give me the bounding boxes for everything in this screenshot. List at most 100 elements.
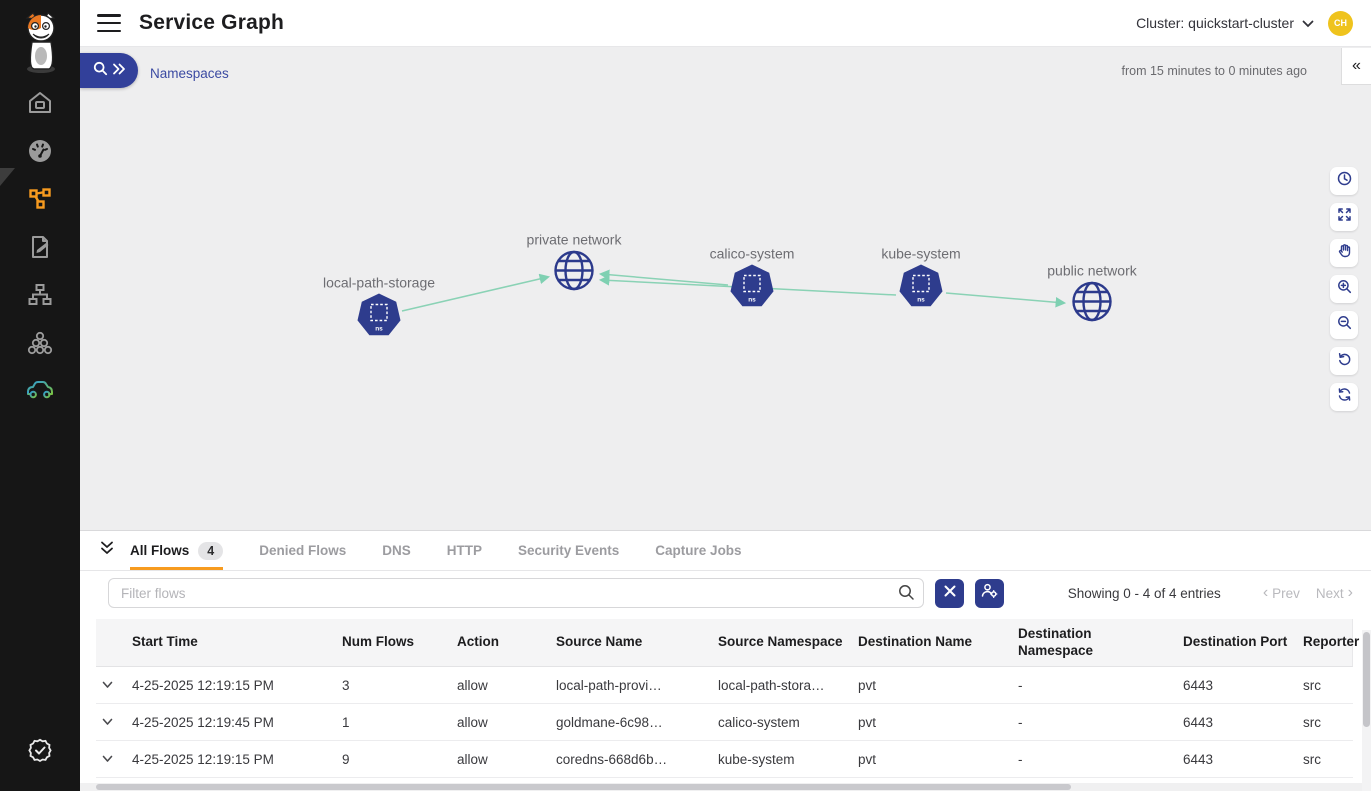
flows-table-header: Start Time Num Flows Action Source Name … [96, 619, 1359, 667]
collapse-flows-panel-button[interactable] [96, 531, 118, 570]
sidebar-item-service-graph[interactable] [0, 178, 80, 224]
sidebar-item-dashboard[interactable] [0, 130, 80, 176]
globe-icon [1070, 281, 1114, 328]
col-destination-namespace[interactable]: Destination Namespace [1018, 626, 1094, 658]
cell-destination-name: pvt [858, 751, 877, 767]
expand-row-chevron-icon[interactable] [96, 716, 132, 728]
tab-label: Security Events [518, 543, 620, 558]
sidebar-item-clusters[interactable] [0, 322, 80, 368]
service-graph-icon [27, 186, 53, 217]
namespace-heptagon-icon: ns [897, 264, 945, 315]
svg-text:ns: ns [748, 297, 756, 304]
calico-cat-logo-icon[interactable] [18, 12, 64, 74]
sidebar-item-certificate[interactable] [0, 729, 80, 775]
graph-node-namespace[interactable]: kube-system ns [881, 246, 961, 316]
namespace-heptagon-icon: ns [728, 264, 776, 315]
fit-screen-button[interactable] [1330, 203, 1358, 231]
horizontal-scrollbar[interactable] [80, 783, 1371, 791]
next-label: Next [1315, 585, 1344, 601]
graph-edges [401, 269, 1067, 312]
tab-security-events[interactable]: Security Events [518, 531, 619, 570]
zoom-in-button[interactable] [1330, 275, 1358, 303]
column-customize-button[interactable] [975, 578, 1004, 608]
col-destination-port[interactable]: Destination Port [1183, 634, 1288, 650]
cell-num-flows: 9 [342, 751, 350, 767]
top-bar: Service Graph Cluster: quickstart-cluste… [80, 0, 1371, 47]
col-source-namespace[interactable]: Source Namespace [718, 634, 843, 650]
expand-row-chevron-icon[interactable] [96, 753, 132, 765]
graph-search-button[interactable] [80, 53, 138, 88]
cell-destination-namespace: - [1018, 677, 1023, 693]
vertical-scrollbar-thumb[interactable] [1363, 632, 1370, 727]
refresh-icon [1337, 387, 1352, 407]
zoom-out-button[interactable] [1330, 311, 1358, 339]
col-action[interactable]: Action [457, 634, 499, 650]
cell-action: allow [457, 714, 488, 730]
sidebar-item-network[interactable] [0, 274, 80, 320]
reset-layout-button[interactable] [1330, 347, 1358, 375]
cluster-selector[interactable]: Cluster: quickstart-cluster [1136, 15, 1314, 31]
time-machine-button[interactable] [1330, 167, 1358, 195]
tab-label: Capture Jobs [655, 543, 742, 558]
collapse-panel-button[interactable]: « [1341, 48, 1371, 85]
cell-reporter: src [1303, 751, 1321, 767]
hand-icon [1337, 243, 1352, 263]
prev-label: Prev [1272, 585, 1300, 601]
prev-button[interactable]: ‹ Prev [1263, 585, 1300, 601]
tab-all-flows[interactable]: All Flows 4 [130, 531, 224, 570]
vertical-scrollbar[interactable] [1362, 630, 1371, 791]
sidebar-item-policies[interactable] [0, 226, 80, 272]
clear-filter-button[interactable] [935, 578, 964, 608]
table-row[interactable]: 4-25-2025 12:19:45 PM 1 allow goldmane-6… [96, 704, 1353, 741]
tab-label: HTTP [446, 543, 482, 558]
col-destination-name[interactable]: Destination Name [858, 634, 973, 650]
search-icon[interactable] [898, 584, 915, 606]
tab-label: DNS [382, 543, 411, 558]
cluster-selector-label: Cluster: quickstart-cluster [1136, 15, 1294, 31]
graph-node-label: private network [526, 231, 622, 248]
sidebar-item-car[interactable] [0, 369, 80, 415]
car-icon [25, 378, 55, 407]
close-icon [944, 584, 956, 602]
table-row[interactable]: 4-25-2025 12:19:15 PM 3 allow local-path… [96, 667, 1353, 704]
flows-filter-row: Showing 0 - 4 of 4 entries ‹Prev Next› [80, 571, 1371, 615]
filter-flows-input[interactable] [108, 578, 924, 608]
gauge-dashboard-icon [27, 138, 53, 169]
avatar[interactable]: CH [1328, 10, 1353, 36]
table-row[interactable]: 4-25-2025 12:19:15 PM 9 allow coredns-66… [96, 741, 1353, 778]
graph-node-label: local-path-storage [322, 274, 436, 291]
fit-screen-icon [1337, 207, 1352, 227]
hamburger-menu-icon[interactable] [97, 14, 121, 32]
pan-mode-button[interactable] [1330, 239, 1358, 267]
tab-dns[interactable]: DNS [382, 531, 411, 570]
policy-edit-icon [27, 234, 53, 265]
tab-denied-flows[interactable]: Denied Flows [259, 531, 346, 570]
chevron-left-icon: ‹ [1262, 584, 1269, 601]
col-reporter[interactable]: Reporter [1303, 634, 1360, 650]
col-source-name[interactable]: Source Name [556, 634, 643, 650]
col-num-flows[interactable]: Num Flows [342, 634, 415, 650]
cell-destination-name: pvt [858, 714, 877, 730]
col-start-time[interactable]: Start Time [132, 634, 198, 650]
horizontal-scrollbar-thumb[interactable] [96, 784, 1071, 790]
graph-node-namespace[interactable]: calico-system ns [710, 246, 794, 316]
cell-action: allow [457, 751, 488, 767]
namespace-heptagon-icon: ns [355, 293, 403, 344]
expand-row-chevron-icon[interactable] [96, 679, 132, 691]
tab-http[interactable]: HTTP [447, 531, 482, 570]
showing-entries-label: Showing 0 - 4 of 4 entries [1067, 585, 1221, 601]
graph-node-namespace[interactable]: local-path-storage ns [323, 275, 435, 345]
tab-capture-jobs[interactable]: Capture Jobs [655, 531, 741, 570]
user-gear-icon [981, 583, 998, 603]
graph-node-network[interactable]: public network [1047, 263, 1137, 329]
sidebar-item-home[interactable] [0, 82, 80, 128]
refresh-button[interactable] [1330, 383, 1358, 411]
cell-num-flows: 3 [342, 677, 350, 693]
cell-destination-port: 6443 [1183, 751, 1214, 767]
service-graph-canvas: local-path-storage ns private network [80, 47, 1371, 530]
flows-panel: All Flows 4 Denied Flows DNS HTTP Securi… [80, 530, 1371, 791]
zoom-out-icon [1337, 315, 1352, 335]
breadcrumb[interactable]: Namespaces [150, 66, 229, 81]
next-button[interactable]: Next › [1316, 585, 1353, 601]
graph-node-network[interactable]: private network [527, 232, 621, 298]
